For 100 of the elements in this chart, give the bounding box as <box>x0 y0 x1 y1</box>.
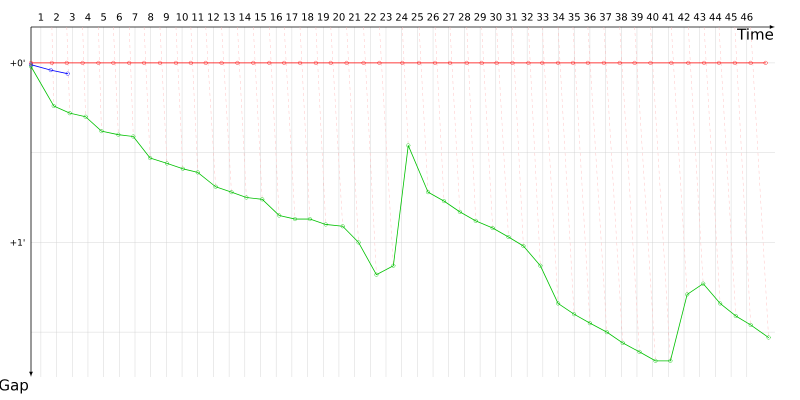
x-tick-label: 15 <box>255 13 266 21</box>
point <box>314 60 318 65</box>
x-tick-label: 28 <box>458 13 470 21</box>
point <box>282 60 286 65</box>
point <box>131 134 136 138</box>
point <box>458 210 462 214</box>
x-tick-label: 11 <box>192 13 204 21</box>
point <box>701 282 706 286</box>
x-tick-label: 3 <box>70 13 75 21</box>
point <box>344 60 349 65</box>
point <box>362 60 366 65</box>
x-tick-label: 46 <box>740 13 753 21</box>
point <box>556 301 560 306</box>
point <box>293 217 298 222</box>
x-tick-label: 44 <box>710 13 722 21</box>
point <box>68 111 72 116</box>
point <box>374 272 378 277</box>
x-tick-label: 26 <box>427 13 439 21</box>
x-tick-label: 31 <box>506 13 517 21</box>
x-tick-label: 14 <box>240 13 251 21</box>
point <box>99 129 104 134</box>
x-tick-label: 40 <box>646 13 658 21</box>
point <box>748 60 753 65</box>
x-tick-label: 18 <box>302 13 314 21</box>
point <box>340 224 345 228</box>
point <box>448 60 452 65</box>
x-tick-label: 17 <box>286 13 298 21</box>
point <box>632 60 637 65</box>
point <box>433 60 438 65</box>
point <box>229 190 234 194</box>
point <box>298 60 302 65</box>
x-tick-label: 1 <box>38 13 44 21</box>
y-tick-label: +0' <box>10 60 24 66</box>
point <box>426 190 430 194</box>
point <box>618 60 622 65</box>
point <box>116 132 120 137</box>
point <box>308 217 312 222</box>
point <box>188 60 193 65</box>
point <box>127 60 132 65</box>
x-tick-label: 25 <box>412 13 423 21</box>
point <box>96 60 100 65</box>
point <box>174 60 178 65</box>
x-tick-label: 27 <box>443 13 454 21</box>
point <box>717 60 722 65</box>
point <box>111 60 116 65</box>
point <box>48 68 53 72</box>
x-tick-label: 33 <box>537 13 548 21</box>
point <box>702 60 706 65</box>
x-tick-label: 6 <box>116 13 122 21</box>
x-tick-label: 8 <box>148 13 154 21</box>
point <box>50 60 54 65</box>
point <box>80 60 85 65</box>
point <box>480 60 484 65</box>
point <box>734 314 738 318</box>
x-tick-label: 36 <box>584 13 596 21</box>
point <box>494 60 499 65</box>
point <box>84 114 88 119</box>
x-tick-label: 13 <box>224 13 235 21</box>
point <box>732 60 737 65</box>
point <box>669 60 674 65</box>
point <box>604 330 609 334</box>
x-tick-label: 2 <box>54 13 59 21</box>
x-tick-label: 29 <box>474 13 486 21</box>
point <box>510 60 514 65</box>
point <box>204 60 208 65</box>
point <box>260 197 264 202</box>
point <box>685 292 690 296</box>
x-tick-label: 45 <box>725 13 737 21</box>
point <box>570 60 575 65</box>
point <box>602 60 606 65</box>
point <box>620 340 625 345</box>
x-tick-label: 20 <box>333 13 345 21</box>
point <box>718 301 722 306</box>
point <box>214 184 218 189</box>
point <box>521 244 526 248</box>
x-tick-label: 37 <box>600 13 612 21</box>
x-tick-label: 4 <box>85 13 91 21</box>
point <box>637 350 642 354</box>
point <box>377 60 382 65</box>
x-tick-label: 9 <box>164 13 169 21</box>
point <box>52 104 56 108</box>
point <box>442 199 446 204</box>
x-tick-label: 41 <box>662 13 674 21</box>
x-tick-label: 19 <box>318 13 329 21</box>
point <box>686 60 690 65</box>
x-tick-label: 30 <box>490 13 502 21</box>
x-tick-label: 43 <box>694 13 706 21</box>
point <box>400 60 404 65</box>
point <box>748 322 753 327</box>
x-tick-label: 21 <box>348 13 360 21</box>
x-tick-label: 38 <box>616 13 627 21</box>
point <box>220 60 224 65</box>
point <box>356 240 361 244</box>
point <box>391 264 396 268</box>
point <box>653 358 658 363</box>
point <box>251 60 256 65</box>
point <box>328 60 333 65</box>
x-tick-label: 35 <box>568 13 580 21</box>
point <box>648 60 652 65</box>
x-tick-label: 39 <box>631 13 643 21</box>
